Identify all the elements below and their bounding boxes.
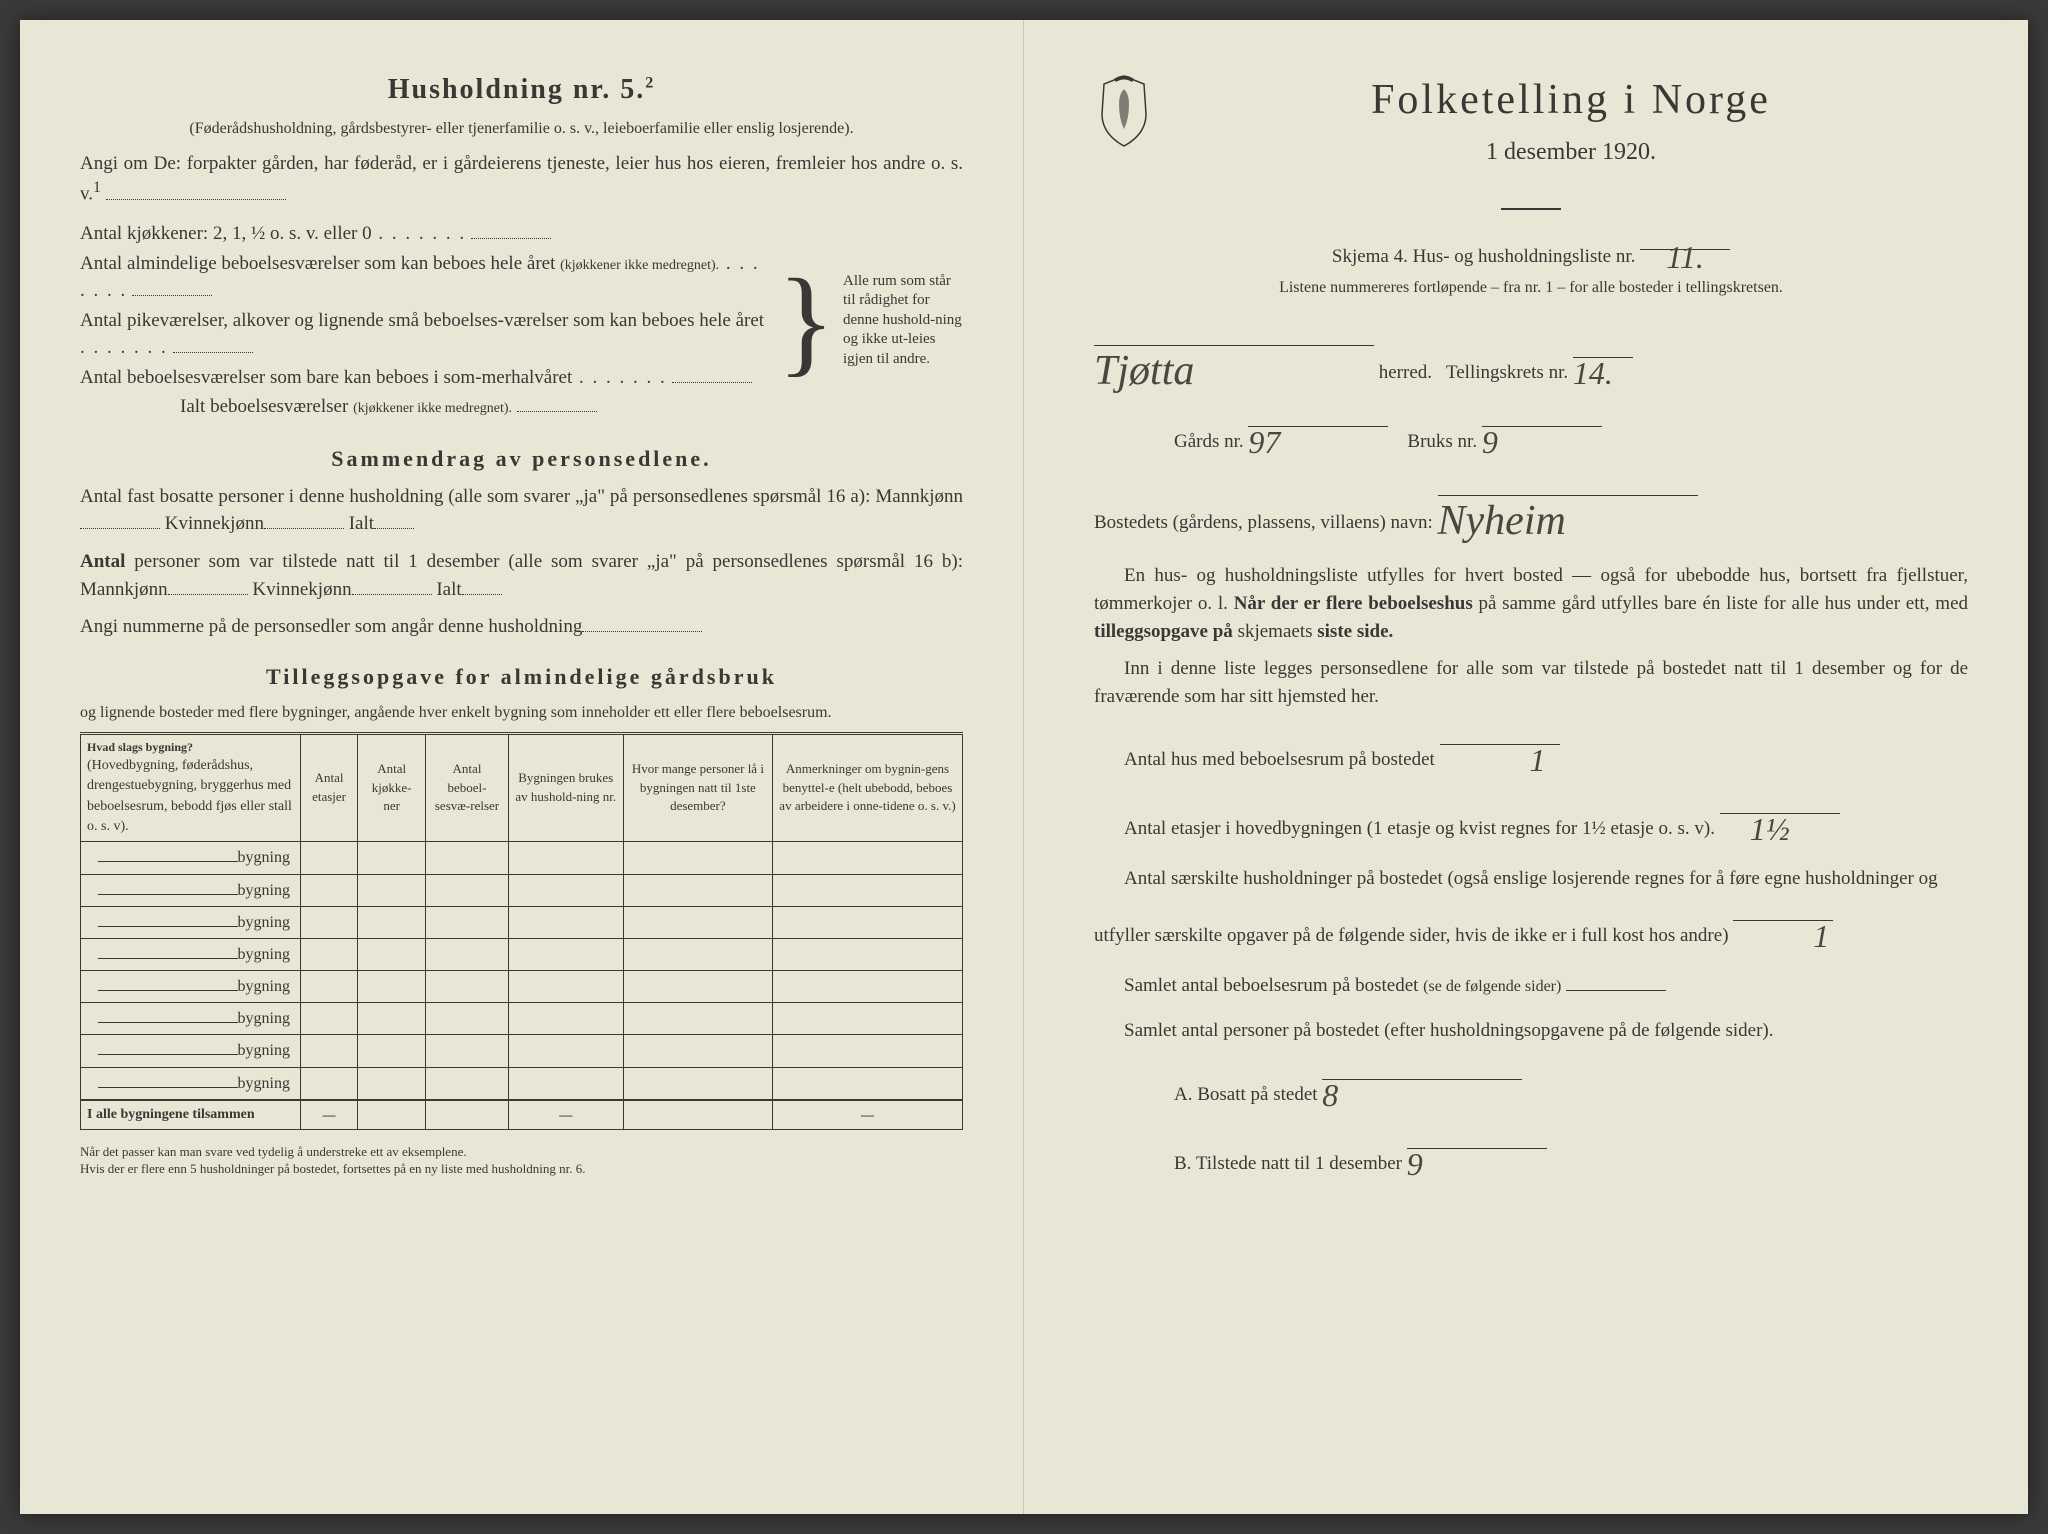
brace-note: Alle rum som står til rådighet for denne… [843, 272, 963, 370]
table-row: bygning [81, 842, 963, 874]
col-kjokkener: Antal kjøkke-ner [358, 733, 426, 842]
rooms-line-1: Antal almindelige beboelsesværelser som … [80, 250, 769, 305]
q-etasjer: Antal etasjer i hovedbygningen (1 etasje… [1094, 791, 1968, 848]
col-beboelser: Antal beboel-sesvæ-relser [426, 733, 509, 842]
table-row: bygning [81, 1003, 963, 1035]
left-page: Husholdning nr. 5.2 (Føderådshusholdning… [20, 20, 1024, 1514]
col-etasjer: Antal etasjer [301, 733, 358, 842]
table-row: bygning [81, 906, 963, 938]
kitchens-line: Antal kjøkkener: 2, 1, ½ o. s. v. eller … [80, 220, 769, 248]
herred-line: Tjøtta herred. Tellingskrets nr. 14. [1094, 323, 1968, 392]
q-bosatt: A. Bosatt på stedet 8 [1094, 1057, 1968, 1114]
summary-line-2: Antal personer som var tilstede natt til… [80, 548, 963, 603]
col-bygning: Hvad slags bygning? (Hovedbygning, føder… [81, 733, 301, 842]
table-row: bygning [81, 1035, 963, 1067]
q-beboelsesrum: Samlet antal beboelsesrum på bostedet (s… [1094, 967, 1968, 1005]
q-tilstede: B. Tilstede natt til 1 desember 9 [1094, 1126, 1968, 1183]
household-subnote: (Føderådshusholdning, gårdsbestyrer- ell… [80, 117, 963, 140]
table-row: bygning [81, 971, 963, 1003]
q-personer: Samlet antal personer på bostedet (efter… [1094, 1017, 1968, 1045]
col-husholdning: Bygningen brukes av hushold-ning nr. [508, 733, 623, 842]
gards-line: Gårds nr. 97 Bruks nr. 9 [1094, 404, 1968, 461]
title-header: Folketelling i Norge 1 desember 1920. [1094, 70, 1968, 188]
instructions-1: En hus- og husholdningsliste utfylles fo… [1094, 562, 1968, 645]
census-document: Husholdning nr. 5.2 (Føderådshusholdning… [20, 20, 2028, 1514]
col-personer: Hvor mange personer lå i bygningen natt … [623, 733, 772, 842]
bostedet-line: Bostedets (gårdens, plassens, villaens) … [1094, 473, 1968, 542]
rooms-block: Antal kjøkkener: 2, 1, ½ o. s. v. eller … [80, 218, 963, 423]
skjema-line: Skjema 4. Hus- og husholdningsliste nr. … [1094, 228, 1968, 271]
q-husholdninger: Antal særskilte husholdninger på bostede… [1094, 860, 1968, 955]
coat-of-arms-icon [1094, 74, 1154, 149]
brace-icon: } [777, 273, 835, 369]
table-row: bygning [81, 1067, 963, 1100]
table-row: bygning [81, 938, 963, 970]
q-hus: Antal hus med beboelsesrum på bostedet 1 [1094, 722, 1968, 779]
title-rule [1501, 208, 1561, 210]
building-table: Hvad slags bygning? (Hovedbygning, føder… [80, 732, 963, 1130]
listene-note: Listene nummereres fortløpende – fra nr.… [1094, 276, 1968, 299]
summary-heading: Sammendrag av personsedlene. [80, 443, 963, 475]
footnote-1: Når det passer kan man svare ved tydelig… [80, 1144, 963, 1178]
total-dash: — [301, 1100, 358, 1130]
right-page: Folketelling i Norge 1 desember 1920. Sk… [1024, 20, 2028, 1514]
household-heading: Husholdning nr. 5.2 [80, 70, 963, 111]
main-title: Folketelling i Norge [1094, 70, 1968, 131]
rooms-total: Ialt beboelsesværelser (kjøkkener ikke m… [80, 393, 769, 421]
instructions-2: Inn i denne liste legges personsedlene f… [1094, 655, 1968, 710]
total-row-label: I alle bygningene tilsammen [81, 1100, 301, 1130]
col-anmerkninger: Anmerkninger om bygnin-gens benyttel-e (… [773, 733, 963, 842]
total-dash: — [773, 1100, 963, 1130]
instruction-para: Angi om De: forpakter gården, har føderå… [80, 150, 963, 208]
summary-line-1: Antal fast bosatte personer i denne hush… [80, 483, 963, 538]
rooms-line-3: Antal beboelsesværelser som bare kan beb… [80, 364, 769, 392]
total-dash: — [508, 1100, 623, 1130]
rooms-line-2: Antal pikeværelser, alkover og lignende … [80, 307, 769, 362]
tillegg-heading: Tilleggsopgave for almindelige gårdsbruk [80, 661, 963, 693]
table-row: bygning [81, 874, 963, 906]
tillegg-sub: og lignende bosteder med flere bygninger… [80, 701, 963, 724]
summary-line-3: Angi nummerne på de personsedler som ang… [80, 613, 963, 641]
census-date: 1 desember 1920. [1094, 135, 1968, 170]
